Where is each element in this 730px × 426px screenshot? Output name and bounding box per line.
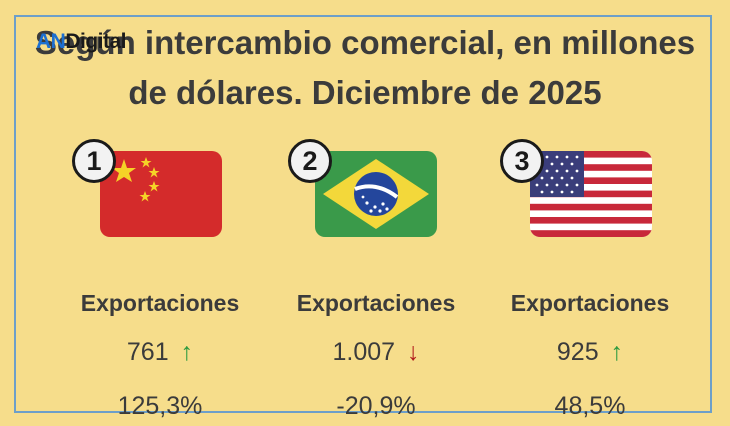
logo-digital: Digital	[65, 30, 127, 53]
exports-change: 48,5%	[554, 392, 626, 420]
arrow-down-icon: ↓	[407, 338, 420, 366]
exports-value: 1.007 ↓	[276, 338, 476, 367]
exports-change: 125,3%	[117, 392, 203, 420]
country-card-china: 1 Exportaciones 761 ↑ 125,3%	[60, 0, 260, 426]
usa-flag-icon	[530, 151, 652, 237]
exports-amount: 761	[126, 338, 169, 366]
exports-value: 925 ↑	[490, 338, 690, 367]
logo-an: AN	[36, 30, 66, 53]
highlight-frame	[14, 15, 712, 413]
exports-label: Exportaciones	[510, 290, 670, 316]
arrow-up-icon: ↑	[610, 338, 624, 366]
exports-amount: 1.007	[332, 338, 396, 366]
country-card-brazil: 2 Exportaciones 1.007 ↓ -20,9%	[276, 0, 476, 426]
rank-badge: 2	[288, 139, 332, 183]
exports-label: Exportaciones	[80, 290, 240, 316]
title-line-1: Según intercambio comercial, en millones	[34, 24, 696, 61]
brazil-flag-icon	[315, 151, 437, 237]
exports-amount: 925	[556, 338, 599, 366]
rank-badge: 3	[500, 139, 544, 183]
title-line-2: de dólares. Diciembre de 2025	[128, 74, 602, 111]
an-digital-logo: ANDigital	[36, 30, 127, 54]
china-flag-icon	[100, 151, 222, 237]
exports-change: -20,9%	[336, 392, 416, 420]
exports-value: 761 ↑	[60, 338, 260, 367]
exports-label: Exportaciones	[296, 290, 456, 316]
arrow-up-icon: ↑	[180, 338, 194, 366]
page-title: Según intercambio comercial, en millones…	[0, 18, 730, 118]
country-card-usa: 3 Exportaciones 925 ↑ 48,5%	[490, 0, 690, 426]
rank-badge: 1	[72, 139, 116, 183]
